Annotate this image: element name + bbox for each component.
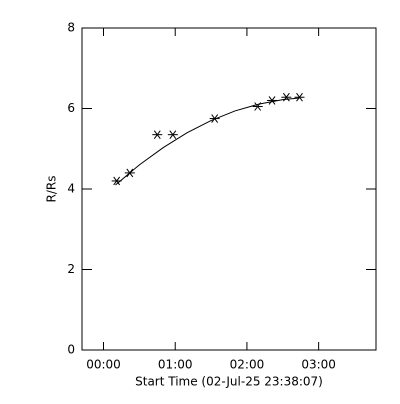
x-tick-label: 01:00 bbox=[158, 358, 193, 372]
data-point bbox=[267, 96, 278, 105]
marker-stroke bbox=[268, 96, 276, 105]
data-point bbox=[152, 130, 163, 139]
x-axis-label: Start Time (02-Jul-25 23:38:07) bbox=[135, 375, 323, 389]
y-tick-label: 6 bbox=[67, 101, 75, 115]
plot-frame bbox=[81, 27, 377, 351]
y-tick-label: 2 bbox=[67, 262, 75, 276]
marker-stroke bbox=[296, 92, 303, 102]
y-tick-label: 0 bbox=[67, 343, 75, 357]
data-point bbox=[209, 114, 220, 123]
x-tick-label: 03:00 bbox=[301, 358, 336, 372]
y-axis-label: R/Rs bbox=[45, 176, 59, 203]
y-tick-label: 8 bbox=[67, 21, 75, 35]
x-tick-label: 02:00 bbox=[230, 358, 265, 372]
marker-stroke bbox=[153, 130, 161, 139]
marker-stroke bbox=[169, 130, 177, 139]
data-point bbox=[167, 130, 178, 139]
x-tick-label: 00:00 bbox=[86, 358, 121, 372]
fit-line bbox=[115, 97, 300, 186]
y-tick-label: 4 bbox=[67, 182, 75, 196]
data-point bbox=[294, 92, 305, 102]
marker-stroke bbox=[211, 114, 219, 123]
marker-stroke bbox=[113, 176, 121, 186]
